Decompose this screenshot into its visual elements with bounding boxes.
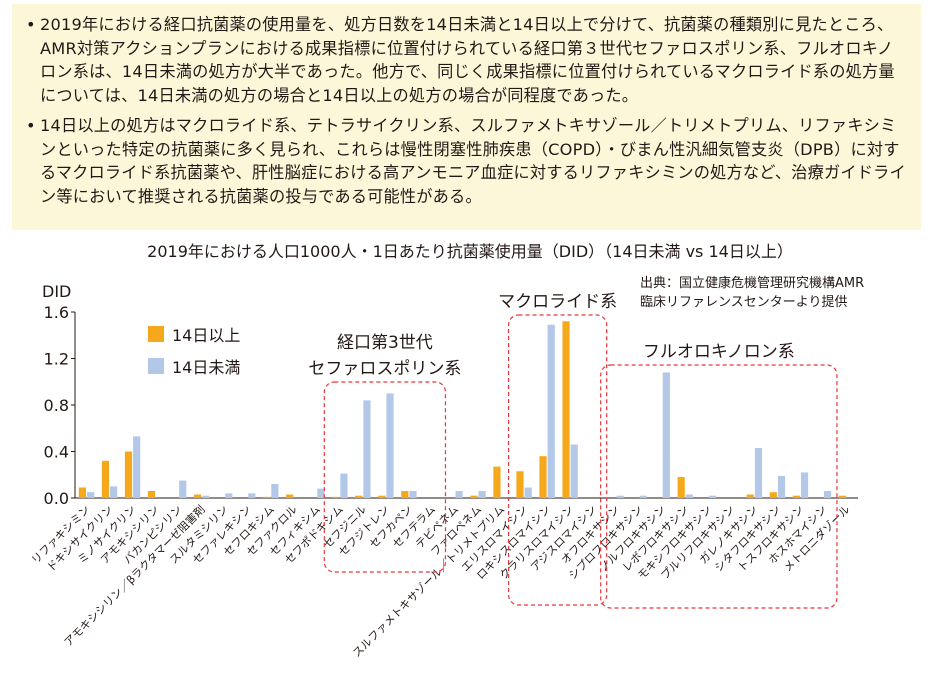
group-label: フルオロキノロン系 [643,342,795,362]
bar-under-14-days [179,480,187,498]
y-tick-label: 1.6 [44,303,69,322]
bar-under-14-days [823,491,832,498]
bar-14-days-or-more [769,492,777,498]
summary-bullet-2: 14日以上の処方はマクロライド系、テトラサイクリン系、スルファメトキサゾール／ト… [26,114,907,208]
bar-14-days-or-more [539,456,547,498]
bar-14-days-or-more [378,495,386,498]
bar-under-14-days [317,488,325,498]
bar-under-14-days [478,491,486,498]
bar-under-14-days [87,492,95,498]
legend-label: 14日未満 [172,358,240,377]
y-tick-label: 0.4 [44,443,69,462]
group-label: セファロスポリン系 [308,359,461,379]
summary-box: 2019年における経口抗菌薬の使用量を、処方日数を14日未満と14日以上で分けて… [12,4,921,230]
legend-label: 14日以上 [172,326,240,345]
y-tick-label: 0.8 [44,396,69,415]
bar-under-14-days [363,400,371,498]
bar-under-14-days [708,495,717,498]
bar-14-days-or-more [677,477,685,498]
group-box [600,364,838,609]
legend-swatch [148,358,164,374]
bar-under-14-days [662,372,670,498]
bar-under-14-days [386,393,394,498]
legend-swatch [148,326,164,342]
bar-14-days-or-more [286,494,294,498]
y-tick-label: 1.2 [44,350,69,369]
bar-under-14-days [202,495,210,498]
y-axis-label: DID [42,282,71,301]
group-box [323,381,447,573]
bar-14-days-or-more [78,487,87,498]
bar-under-14-days [524,487,532,498]
bar-under-14-days [570,444,578,498]
bar-under-14-days [754,448,763,498]
source-line-1: 出典：国立健康危機管理研究機構AMR [640,275,864,291]
summary-list: 2019年における経口抗菌薬の使用量を、処方日数を14日未満と14日以上で分けて… [26,13,907,208]
plot-area: 0.00.40.81.21.6リファキシミンドキシサイクリンミノサイクリンアモキ… [29,292,858,660]
bar-under-14-days [110,486,118,498]
bar-under-14-days [271,484,279,498]
bar-under-14-days [340,473,348,498]
bar-under-14-days [248,493,256,498]
bar-14-days-or-more [355,495,363,498]
bar-14-days-or-more [470,495,478,498]
bar-14-days-or-more [401,491,409,498]
bar-under-14-days [616,495,624,498]
bar-under-14-days [800,472,809,498]
bar-under-14-days [455,491,463,498]
bar-under-14-days [133,436,141,498]
group-label: 経口第3世代 [337,333,433,353]
chart-title: 2019年における人口1000人・1日あたり抗菌薬使用量（DID）（14日未満 … [147,242,793,261]
source-line-2: 臨床リファレンスセンターより提供 [640,294,847,310]
bar-14-days-or-more [147,491,156,498]
bar-under-14-days [225,493,233,498]
bar-under-14-days [547,324,555,498]
bar-14-days-or-more [124,451,133,498]
bar-under-14-days [639,495,647,498]
summary-bullet-1: 2019年における経口抗菌薬の使用量を、処方日数を14日未満と14日以上で分けて… [26,13,907,107]
bar-under-14-days [409,491,417,498]
y-tick-label: 0.0 [44,489,69,508]
bar-14-days-or-more [792,495,800,498]
bar-14-days-or-more [193,494,202,498]
bar-under-14-days [777,475,786,498]
bar-14-days-or-more [838,495,846,498]
bar-14-days-or-more [263,496,271,498]
did-bar-chart: 2019年における人口1000人・1日あたり抗菌薬使用量（DID）（14日未満 … [29,242,864,660]
group-label: マクロライド系 [498,292,617,312]
bar-under-14-days [685,494,693,498]
bar-14-days-or-more [562,321,570,498]
bar-14-days-or-more [493,466,501,498]
bar-14-days-or-more [101,460,110,498]
bar-14-days-or-more [746,494,754,498]
bar-14-days-or-more [516,471,524,498]
bar-14-days-or-more [332,496,340,498]
